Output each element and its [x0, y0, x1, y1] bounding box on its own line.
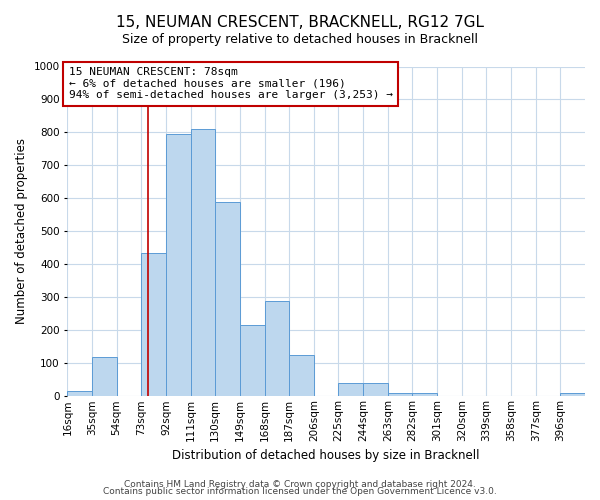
- Text: Contains public sector information licensed under the Open Government Licence v3: Contains public sector information licen…: [103, 487, 497, 496]
- Bar: [215, 202, 240, 396]
- Bar: [67, 392, 92, 396]
- Bar: [191, 129, 215, 396]
- Text: Contains HM Land Registry data © Crown copyright and database right 2024.: Contains HM Land Registry data © Crown c…: [124, 480, 476, 489]
- Bar: [388, 393, 412, 396]
- Y-axis label: Number of detached properties: Number of detached properties: [15, 138, 28, 324]
- Bar: [141, 253, 166, 396]
- Bar: [412, 393, 437, 396]
- Bar: [289, 355, 314, 397]
- Bar: [338, 383, 363, 396]
- Bar: [166, 134, 191, 396]
- Text: 15, NEUMAN CRESCENT, BRACKNELL, RG12 7GL: 15, NEUMAN CRESCENT, BRACKNELL, RG12 7GL: [116, 15, 484, 30]
- Bar: [240, 326, 265, 396]
- Text: Size of property relative to detached houses in Bracknell: Size of property relative to detached ho…: [122, 32, 478, 46]
- Bar: [265, 300, 289, 396]
- Bar: [363, 383, 388, 396]
- Bar: [560, 393, 585, 396]
- X-axis label: Distribution of detached houses by size in Bracknell: Distribution of detached houses by size …: [172, 450, 480, 462]
- Bar: [92, 356, 116, 397]
- Text: 15 NEUMAN CRESCENT: 78sqm
← 6% of detached houses are smaller (196)
94% of semi-: 15 NEUMAN CRESCENT: 78sqm ← 6% of detach…: [68, 67, 392, 100]
